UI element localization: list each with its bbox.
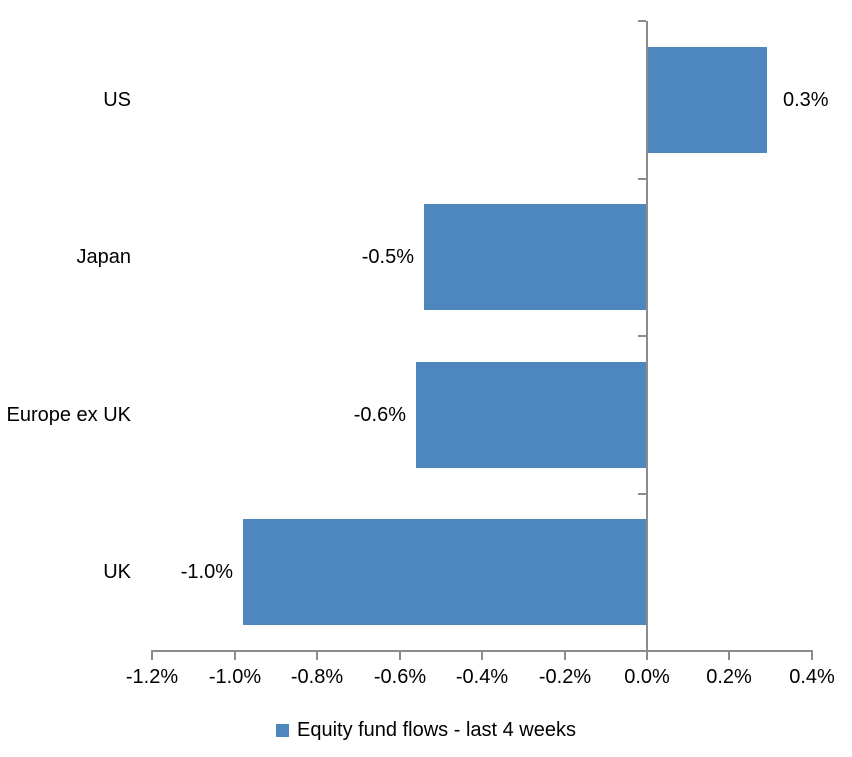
x-axis-tick [481, 650, 483, 660]
x-axis-tick [728, 650, 730, 660]
category-label-japan: Japan [76, 246, 132, 268]
category-label-europe-ex-uk: Europe ex UK [6, 404, 131, 426]
x-axis-tick [234, 650, 236, 660]
x-axis-tick [316, 650, 318, 660]
legend: Equity fund flows - last 4 weeks [0, 717, 852, 743]
bar-uk [243, 519, 647, 625]
y-axis-tick [638, 178, 646, 180]
x-axis-tick [564, 650, 566, 660]
x-axis-tick [399, 650, 401, 660]
data-label-uk: -1.0% [180, 561, 233, 583]
bar-japan [424, 204, 647, 310]
y-axis-tick [638, 20, 646, 22]
x-axis-tick-label: 0.0% [624, 666, 670, 688]
x-axis-tick [811, 650, 813, 660]
x-axis-tick-label: -1.2% [125, 666, 179, 688]
category-label-uk: UK [103, 561, 131, 583]
x-axis-tick-label: 0.2% [706, 666, 752, 688]
y-axis-tick [638, 335, 646, 337]
x-axis-tick-label: 0.4% [789, 666, 835, 688]
x-axis-tick-label: -0.8% [290, 666, 344, 688]
data-label-europe-ex-uk: -0.6% [353, 404, 406, 426]
bar-europe-ex-uk [416, 362, 647, 468]
y-axis-tick [638, 650, 646, 652]
x-axis-tick-label: -0.6% [373, 666, 427, 688]
y-axis-line [646, 21, 648, 659]
data-label-japan: -0.5% [361, 246, 414, 268]
x-axis-tick-label: -0.2% [538, 666, 592, 688]
x-axis-tick-label: -0.4% [455, 666, 509, 688]
legend-label: Equity fund flows - last 4 weeks [296, 719, 576, 741]
legend-marker-swatch [275, 723, 289, 737]
category-label-us: US [103, 89, 131, 111]
data-label-us: 0.3% [783, 89, 829, 111]
x-axis-tick [646, 650, 648, 660]
x-axis-tick [151, 650, 153, 660]
y-axis-tick [638, 493, 646, 495]
bar-us [647, 47, 767, 153]
x-axis-tick-label: -1.0% [208, 666, 262, 688]
